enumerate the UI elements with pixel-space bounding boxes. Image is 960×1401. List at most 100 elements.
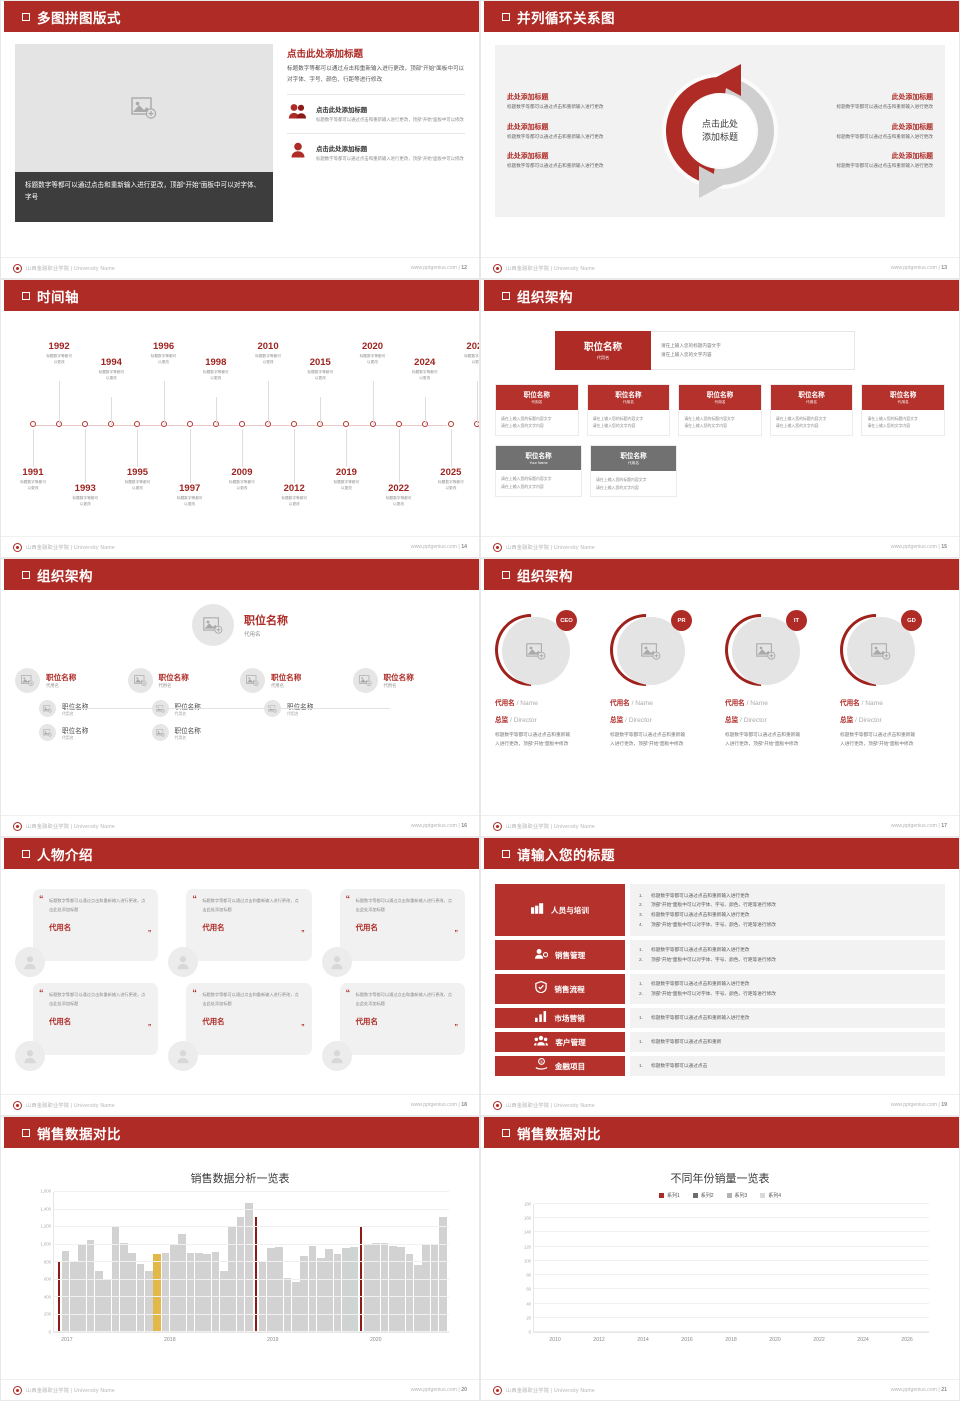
- category-row[interactable]: 销售流程 1. 标题数字等都可以通过点击和重新输入进行更改 2. 顶部“开始”面板中可…: [495, 974, 945, 1004]
- tree-node[interactable]: 职位名称 代用名: [15, 668, 128, 693]
- tree-subnode[interactable]: 职位名称 代用名: [39, 724, 128, 741]
- person-block[interactable]: PR 代用名 / Name 总监 / Director 标题数字等都可以通过点击…: [595, 599, 715, 749]
- avatar[interactable]: [240, 668, 265, 693]
- avatar[interactable]: [15, 1041, 45, 1071]
- slide-13[interactable]: 并列循环关系图 此处添加标题 标题数字等都可以通过点击和重新输入进行更改 此处添加…: [480, 0, 960, 279]
- timeline-node[interactable]: 2024 标题数字等都可 以更改: [393, 357, 457, 382]
- avatar[interactable]: [732, 617, 800, 685]
- timeline-node[interactable]: 2022 标题数字等都可 以更改: [367, 483, 431, 508]
- bar[interactable]: [161, 1253, 170, 1332]
- person-card[interactable]: “ ” 标题数字等都可以通过点击和重新输入进行更改，点击此处添加标题 代用名: [321, 983, 465, 1071]
- category-tab[interactable]: $ 金融项目: [495, 1056, 625, 1076]
- slide-20[interactable]: 销售数据对比 销售数据分析一览表 0 200 400 600 800 1,000 1,200…: [0, 1116, 480, 1401]
- org-card[interactable]: 职位名称 代用名 请在上输入您的标题内容文字 请在上输入您的文字内容: [495, 383, 579, 437]
- org-root-box[interactable]: 职位名称 代用名: [555, 331, 651, 370]
- bar[interactable]: [95, 1270, 103, 1332]
- bar[interactable]: [145, 1270, 153, 1332]
- tree-subnode[interactable]: 职位名称 代用名: [39, 700, 128, 717]
- category-tab[interactable]: 市场营销: [495, 1008, 625, 1028]
- person-avatar-circle[interactable]: PR: [595, 599, 697, 701]
- category-tab[interactable]: 人员与培训: [495, 884, 625, 936]
- bar[interactable]: [120, 1242, 128, 1332]
- legend-item[interactable]: 系列3: [726, 1192, 747, 1199]
- bar[interactable]: [397, 1247, 405, 1332]
- timeline-dot[interactable]: [82, 420, 89, 427]
- cycle-item[interactable]: 此处添加标题 标题数字等都可以通过点击和重新输入进行更改: [507, 121, 628, 141]
- bar[interactable]: [194, 1253, 203, 1332]
- person-card[interactable]: “ ” 标题数字等都可以通过点击和重新输入进行更改，点击此处添加标题 代用名: [15, 983, 159, 1071]
- feature-row[interactable]: 点击此处添加标题 标题数字等都可以通过点击和重新输入进行更改，顶部“开始”面板中…: [287, 94, 465, 124]
- timeline-dot[interactable]: [186, 420, 193, 427]
- avatar[interactable]: [192, 604, 234, 646]
- tree-subnode[interactable]: 职位名称 代用名: [151, 724, 241, 741]
- bar[interactable]: [211, 1251, 220, 1332]
- bar[interactable]: [254, 1216, 257, 1332]
- person-card[interactable]: “ ” 标题数字等都可以通过点击和重新输入进行更改，点击此处添加标题 代用名: [15, 889, 159, 977]
- avatar[interactable]: [168, 1041, 199, 1071]
- image-block[interactable]: 标题数字等都可以通过点击和重新输入进行更改，顶部“开始”面板中可以对字体、字号: [15, 44, 273, 222]
- image-placeholder[interactable]: [15, 44, 273, 172]
- avatar[interactable]: [321, 947, 352, 977]
- bar[interactable]: [61, 1250, 70, 1332]
- timeline-node[interactable]: 2012 标题数字等都可 以更改: [262, 483, 326, 508]
- avatar[interactable]: [151, 724, 169, 741]
- avatar[interactable]: [127, 668, 153, 693]
- timeline-node[interactable]: 1991 标题数字等都可 以更改: [1, 467, 65, 492]
- tree-root-node[interactable]: 职位名称 代用名: [15, 604, 465, 646]
- bar[interactable]: [359, 1227, 363, 1332]
- person-avatar-circle[interactable]: GD: [825, 599, 927, 701]
- person-card[interactable]: “ ” 标题数字等都可以通过点击和重新输入进行更改，点击此处添加标题 代用名: [168, 983, 312, 1071]
- bar[interactable]: [422, 1243, 430, 1332]
- person-card[interactable]: “ ” 标题数字等都可以通过点击和重新输入进行更改，点击此处添加标题 代用名: [168, 889, 312, 977]
- timeline-node[interactable]: 2020 标题数字等都可 以更改: [341, 341, 405, 366]
- timeline-node[interactable]: 1992 标题数字等都可 以更改: [27, 341, 91, 366]
- category-tab[interactable]: 销售管理: [495, 940, 625, 970]
- org-card[interactable]: 职位名称 代用名 请在上输入您的标题内容文字 请在上输入您的文字内容: [586, 383, 671, 437]
- avatar[interactable]: [617, 617, 685, 685]
- person-card[interactable]: “ ” 标题数字等都可以通过点击和重新输入进行更改，点击此处添加标题 代用名: [321, 889, 465, 977]
- bar[interactable]: [169, 1245, 178, 1332]
- bar[interactable]: [153, 1254, 161, 1332]
- bar[interactable]: [283, 1277, 292, 1332]
- bar[interactable]: [103, 1279, 111, 1332]
- org-card[interactable]: 职位名称 代用名 请在上输入您的标题内容文字 请在上输入您的文字内容: [590, 445, 677, 498]
- avatar[interactable]: [168, 947, 199, 977]
- slide-17[interactable]: 组织架构 CEO 代用名 / Name 总监 / Director 标题数字等都…: [480, 558, 960, 837]
- bar[interactable]: [372, 1242, 380, 1332]
- bar[interactable]: [405, 1254, 414, 1332]
- bar[interactable]: [413, 1264, 422, 1332]
- bar[interactable]: [325, 1248, 333, 1332]
- category-tab[interactable]: 客户管理: [495, 1032, 625, 1052]
- feature-row[interactable]: 点击此处添加标题 标题数字等都可以通过点击和重新输入进行更改，顶部“开始”面板中…: [287, 133, 465, 163]
- legend-item[interactable]: 系列1: [658, 1192, 680, 1199]
- avatar[interactable]: [15, 668, 40, 693]
- bar[interactable]: [316, 1257, 325, 1332]
- timeline-node[interactable]: 2019 标题数字等都可 以更改: [314, 467, 378, 492]
- avatar[interactable]: [352, 668, 378, 693]
- bar[interactable]: [380, 1242, 389, 1332]
- slide-15[interactable]: 组织架构 职位名称 代用名 请在上输入您的标题内容文字 请在上输入您的文字内容 …: [480, 279, 960, 558]
- bar[interactable]: [350, 1247, 358, 1332]
- category-tab[interactable]: 销售流程: [495, 974, 625, 1004]
- bar[interactable]: [363, 1243, 372, 1332]
- timeline-dot[interactable]: [447, 420, 454, 427]
- category-row[interactable]: 客户管理 1. 标题数字等都可以通过点击和重新: [495, 1032, 945, 1052]
- bar[interactable]: [258, 1262, 267, 1332]
- bar[interactable]: [291, 1282, 300, 1332]
- timeline-dot[interactable]: [395, 420, 402, 427]
- person-avatar-circle[interactable]: CEO: [481, 599, 582, 701]
- bar[interactable]: [178, 1234, 186, 1332]
- timeline-dot[interactable]: [30, 420, 36, 427]
- tree-node[interactable]: 职位名称 代用名: [240, 668, 353, 693]
- slide-18[interactable]: 人物介绍 “ ” 标题数字等都可以通过点击和重新输入进行更改，点击此处添加标题 …: [0, 837, 480, 1116]
- timeline-dot[interactable]: [134, 420, 141, 427]
- avatar[interactable]: [39, 724, 56, 741]
- bar[interactable]: [266, 1248, 275, 1332]
- tree-node[interactable]: 职位名称 代用名: [352, 668, 466, 693]
- timeline-node[interactable]: 1998 标题数字等都可 以更改: [184, 357, 248, 382]
- bar[interactable]: [300, 1255, 308, 1332]
- bar[interactable]: [128, 1253, 136, 1332]
- cycle-item[interactable]: 此处添加标题 标题数字等都可以通过点击和重新输入进行更改: [812, 121, 933, 141]
- cycle-item[interactable]: 此处添加标题 标题数字等都可以通过点击和重新输入进行更改: [507, 91, 628, 111]
